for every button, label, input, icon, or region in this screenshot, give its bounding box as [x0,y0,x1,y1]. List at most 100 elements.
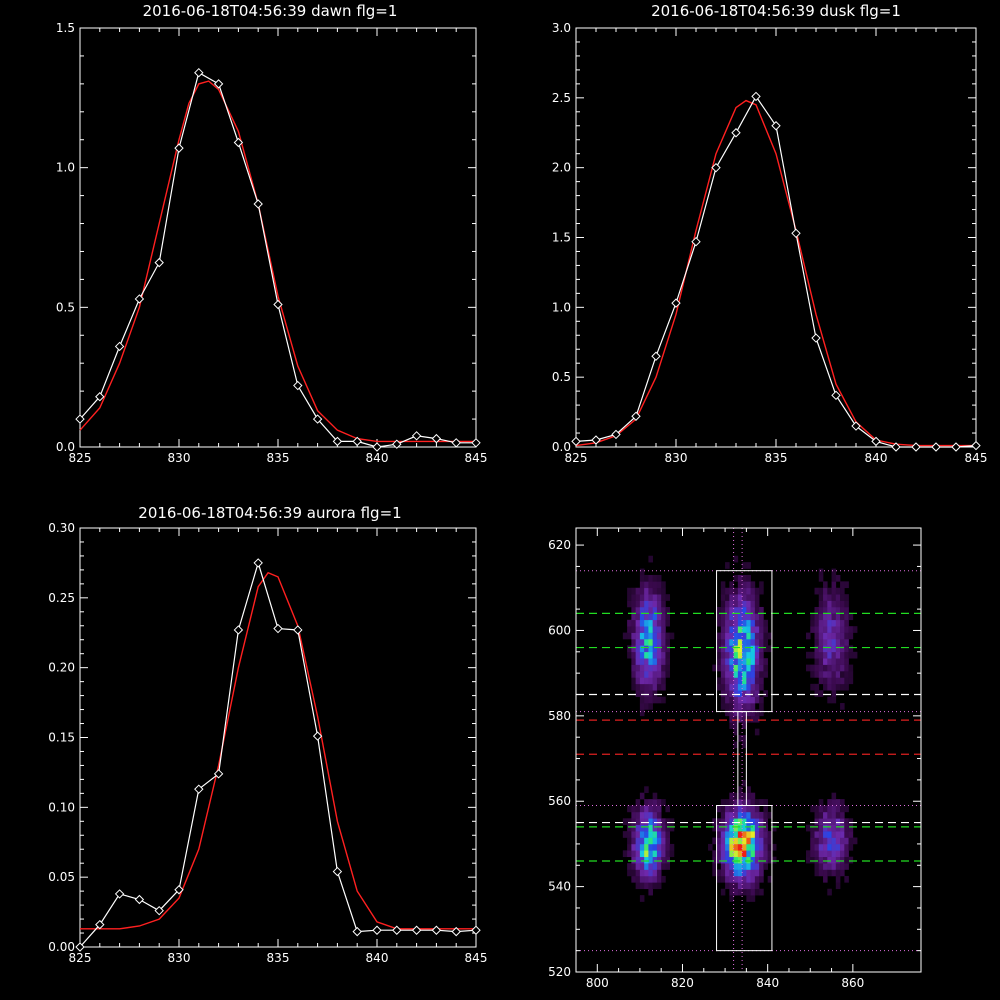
heatmap-cell [656,613,662,621]
heatmap-cell [716,677,722,685]
heatmap-cell [742,741,747,749]
heatmap-cell [733,818,739,826]
heatmap-cell [661,818,666,826]
heatmap-cell [742,799,747,806]
heatmap-cell [746,587,751,595]
heatmap-cell [831,626,837,633]
heatmap-cell [750,619,756,627]
heatmap-cell [767,645,773,653]
heatmap-cell [831,792,837,800]
heatmap-cell [823,831,828,838]
heatmap-cell [737,850,743,858]
heatmap-cell [665,619,670,627]
heatmap-cell [814,831,820,838]
heatmap-cell [635,671,641,678]
heatmap-cell [737,715,743,723]
heatmap-cell [840,639,845,646]
heatmap-cell [733,574,739,582]
heatmap-cell [818,626,824,633]
heatmap-cell [631,619,636,627]
heatmap-cell [733,856,739,864]
heatmap-cell [644,690,649,697]
heatmap-cell [733,843,739,851]
aurora-observed-point [411,925,422,935]
heatmap-cell [729,606,734,614]
heatmap-cell [652,581,658,589]
heatmap-cell [742,696,747,704]
heatmap-cell [652,869,658,877]
heatmap-cell [759,831,764,838]
heatmap-cell [639,651,645,659]
heatmap-cell [844,850,849,858]
dawn-xtick-label: 835 [267,451,290,465]
heatmap-cell [644,677,649,685]
heatmap-cell [742,562,747,569]
heatmap-cell [729,831,734,838]
heatmap-cell [823,856,828,864]
heatmap-cell [742,594,747,601]
heatmap-cell [729,837,734,845]
heatmap-cell [827,626,832,633]
heatmap-cell [759,671,764,678]
heatmap-cell [750,664,756,672]
dusk-observed-point [691,236,701,247]
heatmap-cell [729,805,734,813]
heatmap-cell [631,824,636,832]
dawn-observed-point [332,436,343,447]
heatmap-cell [844,856,849,864]
heatmap-cell [823,626,828,633]
heatmap-cell [639,671,645,678]
heatmap-cell [733,671,739,678]
heatmap-cell [831,805,837,813]
heatmap-cell [827,651,832,659]
heatmap-cell [631,811,636,819]
heatmap-cell [716,824,722,832]
heatmap-cell [831,843,837,851]
heatmap-cell [648,703,653,710]
heatmap-cell [746,837,751,845]
dawn-ytick-label: 1.5 [56,21,75,35]
heatmap-cell [656,875,662,883]
heatmap-cell [644,811,649,819]
heatmap-cell [652,882,658,890]
dusk-xtick-label: 840 [865,451,888,465]
heatmap-cell [831,600,837,608]
heatmap-cell [729,639,734,646]
heatmap-cell [720,594,726,601]
heatmap-cell [639,632,645,640]
heatmap-ytick-label: 560 [548,794,571,808]
heatmap-cell [665,632,670,640]
heatmap-cell [754,728,760,736]
heatmap-cell [840,856,845,864]
heatmap-cell [848,671,854,678]
heatmap-cell [729,850,734,858]
heatmap-cell [737,824,743,832]
heatmap-cell [754,811,760,819]
heatmap-cell [827,818,832,826]
dusk-observed-point [671,298,681,308]
dusk-xtick-label: 830 [665,451,688,465]
heatmap-cell [823,683,828,691]
heatmap-cell [737,587,743,595]
heatmap-cell [725,651,730,659]
heatmap-cell [661,600,666,608]
heatmap-cell [627,619,632,627]
heatmap-cell [631,645,636,653]
heatmap-cell [648,645,653,653]
aurora-observed-point [253,558,263,568]
heatmap-cell [810,683,815,691]
heatmap-cell [720,677,726,685]
heatmap-cell [737,863,743,870]
heatmap-cell [737,799,743,806]
heatmap-cell [746,632,751,640]
heatmap-cell [644,805,649,813]
heatmap-cell [750,824,756,832]
heatmap-cell [716,805,722,813]
heatmap-cell [665,863,670,870]
heatmap-cell [648,690,653,697]
heatmap-cell [725,818,730,826]
heatmap-cell [712,863,717,870]
heatmap-cell [720,683,726,691]
heatmap-cell [631,805,636,813]
heatmap-cell [827,696,832,704]
